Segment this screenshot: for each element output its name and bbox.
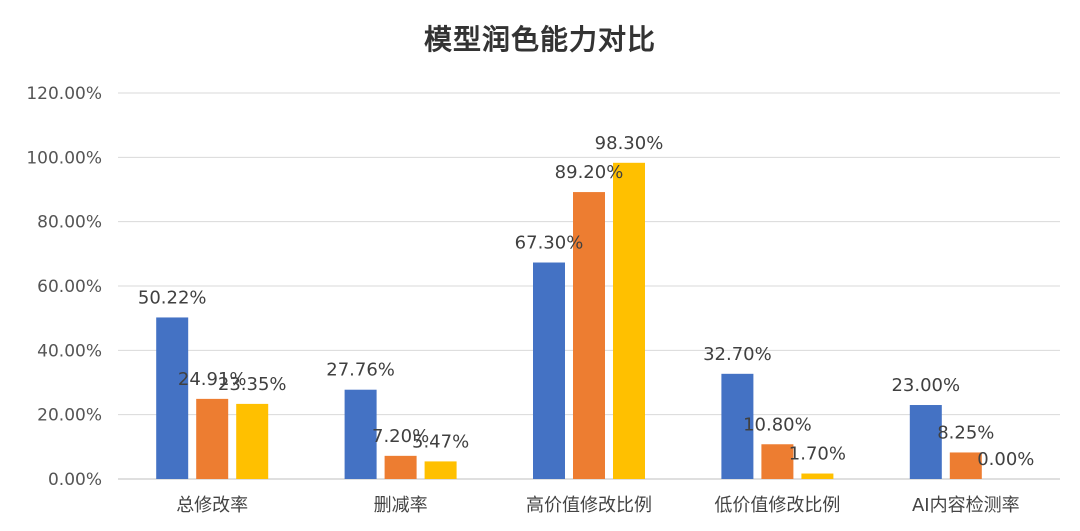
x-tick-label: 低价值修改比例 (714, 495, 840, 516)
data-label: 7.20% (372, 426, 429, 447)
bar (761, 444, 794, 479)
y-tick-label: 40.00% (37, 341, 102, 361)
y-tick-label: 0.00% (48, 470, 102, 490)
data-label: 67.30% (515, 233, 584, 254)
data-label: 50.22% (138, 287, 207, 308)
bar (236, 403, 269, 479)
bar (196, 398, 229, 479)
bar-layer (156, 162, 982, 479)
bar (344, 389, 377, 479)
data-label: 32.70% (703, 344, 772, 365)
bar (533, 262, 565, 479)
data-label: 23.35% (218, 374, 287, 395)
bar (573, 192, 605, 479)
data-label: 89.20% (555, 162, 624, 183)
data-label: 10.80% (743, 414, 812, 435)
x-tick-label: 高价值修改比例 (526, 495, 652, 516)
y-tick-label: 120.00% (26, 84, 102, 104)
data-label: 23.00% (891, 375, 960, 396)
data-label: 98.30% (595, 133, 664, 154)
bar (613, 162, 645, 479)
bar (909, 405, 942, 479)
data-label: 8.25% (937, 422, 994, 443)
data-label: 1.70% (789, 444, 846, 465)
data-label: 27.76% (326, 360, 395, 381)
data-label: 5.47% (412, 431, 469, 452)
y-tick-label: 100.00% (26, 148, 102, 168)
bar (801, 473, 834, 479)
bar (384, 455, 417, 479)
axis-layer: 0.00% 20.00% 40.00% 60.00% 80.00% 100.00% 120.… (26, 84, 1060, 516)
x-tick-label: 删减率 (374, 495, 428, 516)
y-tick-label: 80.00% (37, 213, 102, 233)
bar (949, 452, 982, 479)
y-tick-label: 20.00% (37, 406, 102, 426)
bar (156, 317, 189, 479)
x-tick-label: 总修改率 (176, 495, 248, 516)
data-label: 24.91% (178, 369, 247, 390)
bar (721, 373, 754, 479)
chart-title: 模型润色能力对比 (423, 23, 656, 56)
y-tick-label: 60.00% (37, 277, 102, 297)
bar (424, 461, 457, 479)
data-label: 0.00% (977, 449, 1034, 470)
label-layer: 50.22% 24.91%23.35% 27.76% 7.20%5.47% 67.30%… (138, 133, 1035, 470)
x-tick-label: AI内容检测率 (912, 495, 1020, 516)
